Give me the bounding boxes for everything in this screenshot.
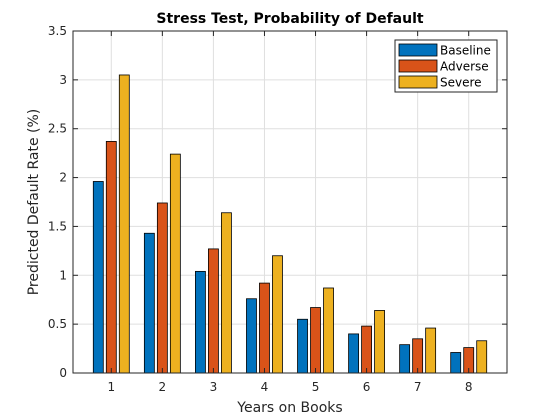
y-tick-label: 2: [59, 171, 67, 185]
y-tick-label: 2.5: [48, 122, 67, 136]
y-tick-label: 1.5: [48, 219, 67, 233]
bar-baseline-2: [143, 232, 155, 374]
chart-title: Stress Test, Probability of Default: [156, 11, 423, 27]
legend-label: Baseline: [440, 44, 491, 58]
bar-adverse-3: [208, 248, 219, 374]
legend-label: Adverse: [440, 60, 489, 74]
legend-swatch: [398, 75, 438, 89]
bars-layer: [92, 74, 488, 374]
legend-swatch: [398, 43, 438, 57]
plot-frame: [72, 30, 508, 374]
grid-layer: [73, 31, 507, 373]
x-tick-label: 3: [210, 380, 218, 394]
bar-adverse-5: [310, 307, 321, 374]
x-tick-label: 2: [159, 380, 167, 394]
bar-adverse-6: [361, 325, 372, 374]
bar-baseline-4: [246, 298, 257, 374]
bar-baseline-1: [92, 181, 104, 374]
x-tick-label: 4: [261, 380, 269, 394]
bar-severe-2: [169, 153, 181, 374]
bar-severe-6: [374, 310, 385, 374]
legend-swatch: [398, 59, 438, 73]
y-tick-label: 3.5: [48, 24, 67, 38]
y-tick-label: 0: [59, 366, 67, 380]
x-axis-label: Years on Books: [236, 400, 342, 416]
bar-baseline-3: [195, 270, 206, 374]
bar-baseline-8: [450, 352, 462, 374]
bar-baseline-6: [348, 333, 359, 374]
bar-severe-8: [476, 340, 488, 374]
bar-severe-5: [323, 287, 334, 374]
x-tick-label: 1: [107, 380, 115, 394]
y-tick-label: 1: [59, 268, 67, 282]
bar-adverse-1: [105, 141, 117, 374]
bar-adverse-2: [156, 202, 168, 374]
bar-adverse-4: [259, 282, 270, 374]
bar-severe-3: [221, 212, 232, 374]
legend: Baseline Adverse Severe: [394, 39, 498, 93]
x-tick-label: 5: [312, 380, 320, 394]
ticks-layer: 0 0.5 1 1.5 2 2.5 3 3.5 1 2 3 4 5 6 7 8: [48, 24, 507, 394]
y-axis-label: Predicted Default Rate (%): [26, 109, 42, 296]
y-tick-label: 0.5: [48, 317, 67, 331]
bar-severe-4: [272, 255, 283, 374]
bar-adverse-7: [412, 338, 424, 374]
bar-severe-7: [425, 327, 437, 374]
x-tick-label: 7: [414, 380, 422, 394]
bar-baseline-7: [399, 344, 411, 374]
bar-severe-1: [118, 74, 130, 374]
y-tick-label: 3: [59, 73, 67, 87]
bar-baseline-5: [297, 318, 308, 374]
legend-label: Severe: [440, 76, 482, 90]
x-tick-label: 8: [465, 380, 473, 394]
x-tick-label: 6: [363, 380, 371, 394]
